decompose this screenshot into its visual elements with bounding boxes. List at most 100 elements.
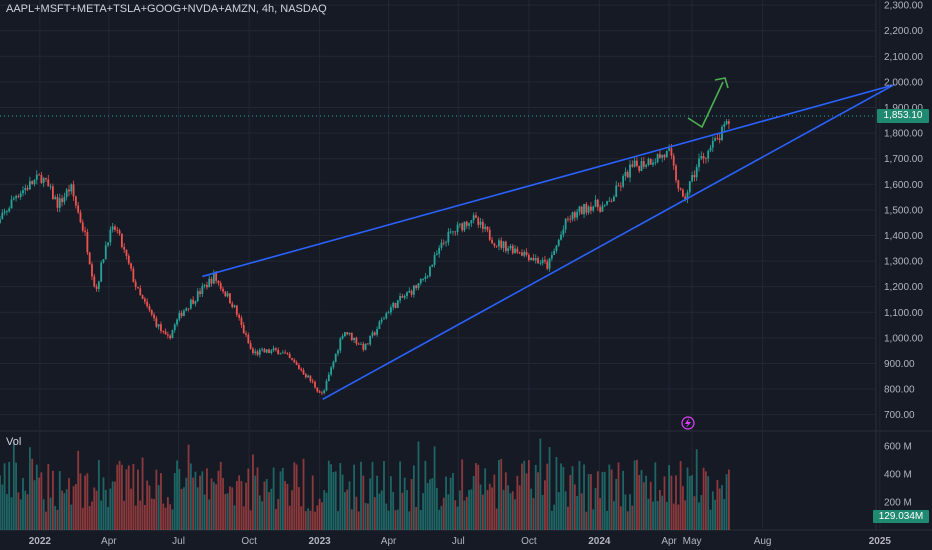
candle-body	[619, 185, 622, 187]
volume-bar	[608, 464, 611, 530]
volume-bar	[376, 475, 378, 530]
candle-body	[383, 318, 385, 320]
volume-bar	[157, 485, 160, 530]
candle-body	[468, 223, 470, 226]
volume-bar	[265, 479, 268, 530]
candle-body	[693, 174, 696, 178]
volume-axis[interactable]: 600 M 400 M 200 M	[884, 442, 912, 509]
upper-trendline[interactable]	[202, 84, 891, 278]
volume-bar	[412, 465, 415, 530]
volume-bar	[169, 504, 172, 530]
volume-bar	[114, 481, 116, 530]
volume-bar	[70, 504, 73, 530]
volume-bar	[378, 493, 381, 530]
lightning-circle-icon[interactable]	[681, 416, 695, 430]
volume-bar	[415, 506, 418, 530]
chart-grid	[0, 0, 932, 531]
candle-body	[385, 313, 388, 319]
volume-bar	[587, 474, 590, 530]
candle-body	[97, 281, 100, 289]
volume-bar	[647, 498, 650, 530]
volume-bar	[256, 467, 259, 530]
candle-body	[502, 241, 505, 248]
volume-bar	[401, 492, 404, 530]
volume-bar	[330, 464, 333, 530]
candle-body	[649, 158, 652, 165]
candle-body	[426, 276, 429, 277]
candle-body	[518, 252, 521, 254]
candle-body	[118, 230, 121, 234]
volume-bar	[288, 505, 291, 530]
volume-bar	[120, 464, 123, 530]
volume-bar	[206, 468, 208, 530]
volume-bar	[17, 492, 20, 530]
candle-body	[242, 324, 245, 334]
volume-bar	[369, 478, 372, 530]
candle-body	[688, 181, 691, 193]
volume-bar	[162, 503, 165, 530]
symbol-title[interactable]: AAPL+MSFT+META+TSLA+GOOG+NVDA+AMZN, 4h, …	[6, 3, 327, 15]
price-tick-label: 1,300.00	[884, 257, 923, 268]
volume-bar	[389, 476, 392, 530]
volume-bar	[302, 458, 305, 530]
volume-bar	[700, 495, 703, 530]
candle-body	[633, 160, 636, 167]
candle-body	[33, 179, 36, 185]
volume-bar	[695, 449, 698, 530]
price-tick-label: 1,500.00	[884, 205, 923, 216]
volume-bar	[603, 471, 606, 530]
candle-body	[143, 298, 146, 302]
volume-bar	[153, 499, 155, 530]
lower-trendline[interactable]	[322, 83, 895, 400]
volume-bar	[592, 509, 595, 530]
volume-bar	[298, 487, 300, 530]
candle-body	[272, 348, 275, 351]
candle-body	[380, 319, 383, 322]
volume-bar	[532, 498, 535, 530]
candle-body	[5, 211, 8, 213]
candle-body	[212, 272, 215, 284]
volume-bar	[693, 496, 696, 530]
volume-bar	[150, 498, 153, 530]
candle-body	[594, 199, 597, 207]
candle-body	[148, 306, 151, 311]
candle-body	[38, 174, 40, 176]
volume-bar	[364, 502, 367, 530]
candle-body	[364, 343, 367, 350]
time-axis[interactable]: 2022 Apr Jul Oct 2023 Apr Jul Oct 2024 Apr May Aug 2…	[29, 536, 892, 547]
price-tick-label: 2,300.00	[884, 1, 923, 12]
price-axis[interactable]: 2,300.00 2,200.00 2,100.00 2,000.00 1,900.00…	[884, 1, 923, 422]
volume-bar	[201, 471, 204, 530]
volume-bar	[360, 461, 362, 530]
volume-bar	[396, 509, 399, 530]
candle-body	[479, 221, 482, 225]
volume-bar	[137, 469, 139, 530]
candle-body	[362, 343, 365, 350]
candle-body	[500, 240, 503, 248]
volume-bar	[263, 481, 266, 530]
volume-bar	[537, 472, 539, 530]
volume-bar	[160, 473, 162, 530]
candle-body	[654, 162, 657, 164]
candle-body	[675, 165, 677, 181]
candle-body	[281, 352, 284, 354]
candle-body	[640, 161, 643, 171]
volume-bar	[493, 474, 496, 530]
candle-body	[447, 231, 450, 243]
volume-bar	[199, 475, 201, 530]
candle-body	[58, 198, 61, 208]
candle-body	[567, 218, 569, 220]
candle-body	[401, 295, 404, 298]
candle-body	[590, 206, 592, 211]
volume-bar	[555, 456, 558, 530]
candle-body	[477, 217, 480, 225]
volume-bar	[314, 511, 316, 530]
volume-bar	[590, 474, 592, 530]
volume-bar	[500, 459, 503, 530]
candle-body	[702, 156, 705, 159]
projection-arrow[interactable]	[687, 77, 729, 129]
candle-body	[102, 259, 105, 263]
candle-body	[109, 229, 112, 243]
volume-bar	[656, 500, 659, 530]
